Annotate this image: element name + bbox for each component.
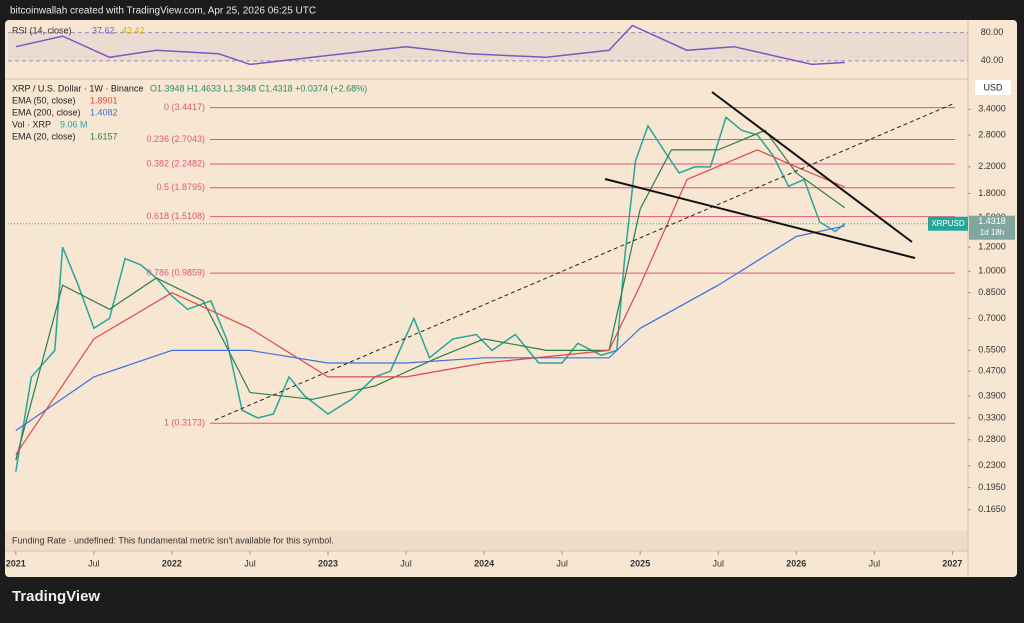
- series-line: [15, 129, 846, 461]
- unit-box: [975, 80, 1011, 95]
- x-tick-label: Jul: [712, 558, 724, 568]
- y-tick-label: 0.8500: [978, 287, 1006, 297]
- pane-rsi: 80.00 40.00 RSI (14, close) 37.62 43.42: [8, 24, 1004, 66]
- x-tick-label: Jul: [88, 558, 100, 568]
- series-line: [15, 149, 845, 456]
- trendline-support: [604, 178, 916, 259]
- x-tick-label: 2022: [162, 558, 182, 568]
- fib-label: 0.236 (2.7043): [146, 134, 205, 144]
- y-tick-label: 0.4700: [978, 366, 1006, 376]
- header: bitcoinwallah created with TradingView.c…: [10, 6, 316, 17]
- funding-band: [5, 531, 968, 551]
- last-price: 1.4318: [978, 216, 1006, 226]
- x-tick-label: Jul: [400, 558, 412, 568]
- fib-label: 0.5 (1.8795): [156, 182, 205, 192]
- x-tick-label: 2023: [318, 558, 338, 568]
- y-tick-label: 3.4000: [978, 104, 1006, 114]
- axis-unit: USD: [983, 82, 1003, 92]
- rsi-title: RSI (14, close): [12, 25, 72, 35]
- countdown: 1d 18h: [980, 228, 1004, 237]
- legend-name: EMA (50, close): [12, 95, 76, 105]
- brand: TradingView: [12, 588, 100, 605]
- x-tick-label: 2026: [786, 558, 806, 568]
- series-line: [15, 225, 845, 432]
- rsi-band: [8, 32, 968, 61]
- y-tick-label: 0.7000: [978, 313, 1006, 323]
- y-tick-label: 2.2000: [978, 161, 1006, 171]
- y-tick-label: 1.2000: [978, 241, 1006, 251]
- series-line: [15, 24, 845, 66]
- y-tick-label: 1.8000: [978, 188, 1006, 198]
- x-tick-label: Jul: [244, 558, 256, 568]
- symbol-box: [928, 216, 968, 231]
- pane-price: 3.40002.80002.20001.80001.50001.20001.00…: [6, 83, 1015, 568]
- legend-value: 1.8901: [90, 95, 118, 105]
- series-line: [15, 116, 846, 472]
- trendline-resistance: [711, 91, 913, 243]
- price-box: [969, 215, 1015, 240]
- rsi-tick-label: 40.00: [981, 55, 1004, 65]
- chart-panel: [5, 20, 1017, 577]
- fib-label: 1 (0.3173): [164, 418, 205, 428]
- trendline-dashed: [214, 102, 956, 421]
- fib-label: 0.618 (1.5108): [146, 211, 205, 221]
- rsi-signal-value: 43.42: [122, 25, 145, 35]
- ohlc: O1.3948 H1.4633 L1.3948 C1.4318 +0.0374 …: [150, 83, 367, 93]
- y-tick-label: 0.5500: [978, 345, 1006, 355]
- x-tick-label: 2027: [942, 558, 962, 568]
- pane-divider: [5, 78, 968, 80]
- rsi-value: 37.62: [92, 25, 115, 35]
- y-tick-label: 1.0000: [978, 266, 1006, 276]
- y-tick-label: 0.2300: [978, 460, 1006, 470]
- legend-value: 1.4082: [90, 107, 118, 117]
- fib-label: 0.786 (0.9859): [146, 267, 205, 277]
- y-tick-label: 0.3900: [978, 390, 1006, 400]
- symbol-title: XRP / U.S. Dollar · 1W · Binance: [12, 83, 143, 93]
- y-tick-label: 0.3300: [978, 412, 1006, 422]
- y-tick-label: 2.8000: [978, 129, 1006, 139]
- y-tick-label: 0.1650: [978, 504, 1006, 514]
- y-tick-label: 0.1950: [978, 482, 1006, 492]
- fib-label: 0.382 (2.2482): [146, 158, 205, 168]
- x-tick-label: 2024: [474, 558, 494, 568]
- symbol-label: XRPUSD: [931, 219, 965, 228]
- legend-value: 1.6157: [90, 131, 118, 141]
- x-tick-label: 2025: [630, 558, 650, 568]
- legend-name: Vol · XRP: [12, 119, 51, 129]
- legend-name: EMA (20, close): [12, 131, 76, 141]
- funding-note: Funding Rate · undefined: This fundament…: [12, 535, 334, 545]
- fib-label: 0 (3.4417): [164, 102, 205, 112]
- legend-value: 9.06 M: [60, 119, 88, 129]
- x-tick-label: 2021: [6, 558, 26, 568]
- rsi-tick-label: 80.00: [981, 27, 1004, 37]
- x-tick-label: Jul: [869, 558, 881, 568]
- legend-name: EMA (200, close): [12, 107, 81, 117]
- x-tick-label: Jul: [556, 558, 568, 568]
- y-tick-label: 0.2800: [978, 434, 1006, 444]
